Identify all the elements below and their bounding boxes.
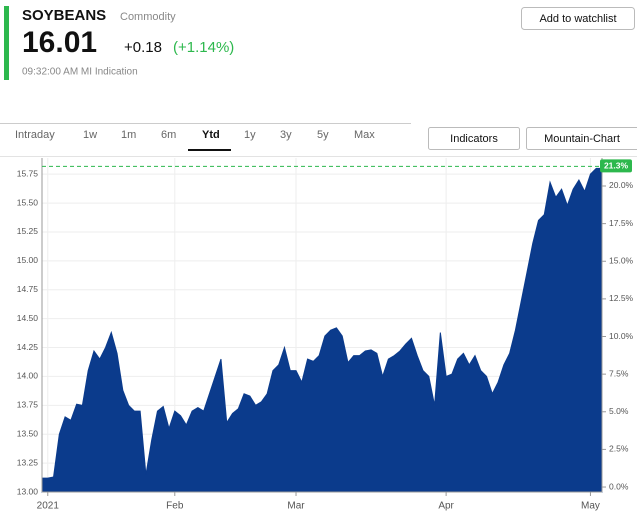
y2-tick-label: 15.0% [609, 256, 634, 266]
tab[interactable]: Ytd [202, 129, 220, 141]
symbol: SOYBEANS [22, 7, 106, 24]
tab[interactable]: 1w [83, 129, 97, 141]
tab[interactable]: Max [354, 129, 375, 141]
indicators-button[interactable] [428, 127, 520, 150]
change: +0.18 [124, 39, 162, 56]
tab[interactable]: 1m [121, 129, 136, 141]
y-tick-label: 13.50 [17, 428, 39, 438]
y2-tick-label: 10.0% [609, 331, 634, 341]
area [41, 167, 603, 493]
x-tick-label: Feb [166, 501, 184, 512]
y-tick-label: 15.00 [17, 255, 39, 265]
chart-type-label: Mountain-Chart [544, 133, 620, 145]
x-tick-label: Mar [287, 501, 305, 512]
y2-tick-label: 0.0% [609, 481, 629, 491]
y2-tick-label: 2.5% [609, 444, 629, 454]
timestamp: 09:32:00 AM MI Indication [22, 67, 138, 78]
y-tick-label: 15.75 [17, 168, 39, 178]
y-tick-label: 15.50 [17, 197, 39, 207]
y2-tick-label: 20.0% [609, 180, 634, 190]
tab[interactable]: Intraday [15, 129, 55, 141]
tab[interactable]: 5y [317, 129, 329, 141]
kind: Commodity [120, 11, 176, 23]
y-tick-label: 14.50 [17, 313, 39, 323]
accent-bar [4, 6, 9, 80]
y2-tick-label: 5.0% [609, 406, 629, 416]
change-pct: (+1.14%) [173, 39, 234, 56]
x-tick-label: Apr [438, 501, 454, 512]
indicators-label: Indicators [450, 133, 498, 145]
x-tick-label: May [581, 501, 600, 512]
price: 16.01 [22, 26, 97, 59]
y-tick-label: 14.00 [17, 371, 39, 381]
y2-tick-label: 12.5% [609, 293, 634, 303]
x-tick-label: 2021 [37, 501, 60, 512]
current-badge [600, 159, 632, 173]
y2-tick-label: 7.5% [609, 368, 629, 378]
tab[interactable]: 3y [280, 129, 292, 141]
tab[interactable]: 6m [161, 129, 176, 141]
chart: 13.00 13.25 13.50 13.75 14.00 14.25 14.50 14.75… [0, 156, 637, 512]
y-tick-label: 13.00 [17, 486, 39, 496]
y-tick-label: 13.25 [17, 457, 39, 467]
y-tick-label: 13.75 [17, 400, 39, 410]
y2-tick-label: 17.5% [609, 218, 634, 228]
current-label: 21.3% [604, 161, 629, 171]
tab[interactable]: 1y [244, 129, 256, 141]
y-tick-label: 15.25 [17, 226, 39, 236]
tab-underline [188, 149, 231, 151]
watchlist-label: Add to watchlist [539, 13, 616, 25]
watchlist-button[interactable] [521, 7, 635, 30]
chart-type-button[interactable] [526, 127, 637, 150]
y-tick-label: 14.75 [17, 284, 39, 294]
y-tick-label: 14.25 [17, 342, 39, 352]
tabs: Intraday 1w 1m 6m Ytd 1y 3y 5y Max [15, 129, 375, 151]
